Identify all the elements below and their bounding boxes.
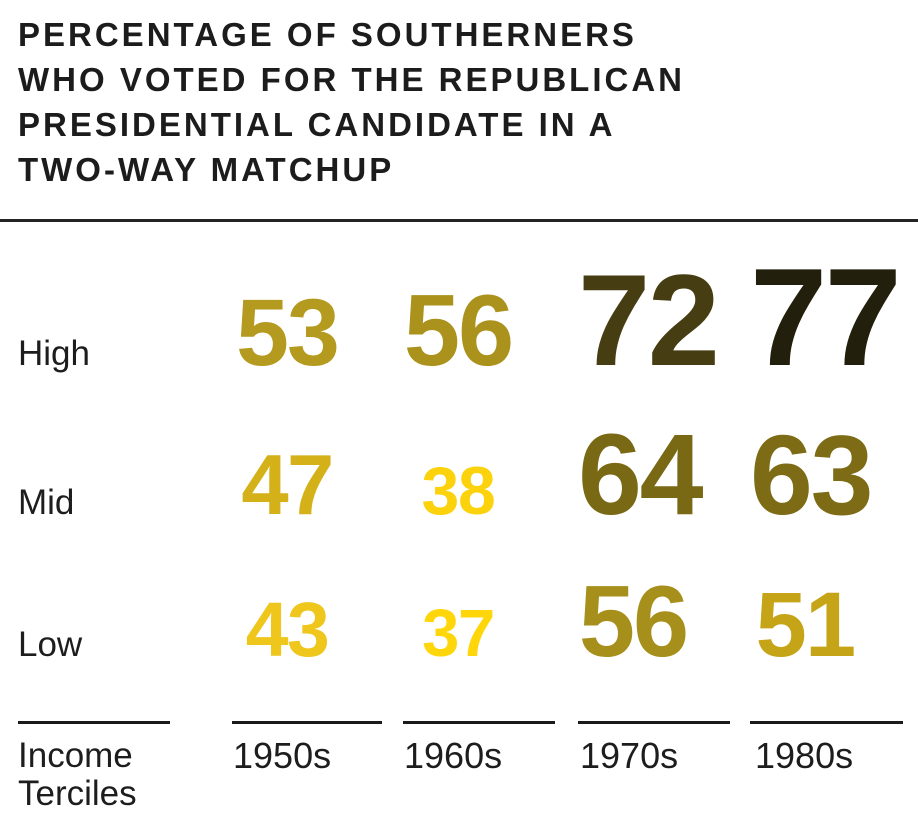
axis-label-1970s: 1970s: [580, 735, 679, 776]
tercile-row-mid: Mid 47 38 64 63: [0, 418, 918, 533]
value-cell-mid-1970s: 64: [578, 418, 750, 533]
value-number: 53: [236, 280, 340, 386]
value-number: 51: [755, 574, 856, 676]
value-cell-low-1980s: 51: [750, 579, 918, 671]
axis-label-income-terciles: Income Terciles: [18, 736, 137, 813]
value-number: 64: [578, 411, 704, 539]
value-number: 43: [245, 587, 330, 673]
tercile-row-low: Low 43 37 56 51: [0, 572, 918, 673]
axis-tick-1950s: [232, 721, 382, 724]
value-cell-mid-1980s: 63: [750, 419, 918, 532]
value-cell-mid-1950s: 47: [232, 443, 403, 528]
chart-title: PERCENTAGE OF SOUTHERNERS WHO VOTED FOR …: [18, 16, 685, 188]
value-number: 37: [422, 596, 495, 671]
value-number: 72: [578, 247, 720, 393]
tercile-row-high: High 53 56 72 77: [0, 248, 918, 387]
value-cell-low-1960s: 37: [403, 600, 578, 667]
row-label-high: High: [18, 334, 90, 373]
row-label-mid: Mid: [18, 483, 75, 522]
axis-tick-1960s: [403, 721, 555, 724]
value-number: 77: [750, 240, 902, 395]
axis-tick-income-terciles: [18, 721, 170, 724]
value-cell-low-1970s: 56: [578, 572, 750, 673]
value-number: 38: [421, 453, 496, 529]
axis-tick-1970s: [578, 721, 730, 724]
value-cell-mid-1960s: 38: [403, 457, 578, 525]
value-cell-high-1970s: 72: [578, 255, 750, 385]
value-cell-high-1980s: 77: [750, 248, 918, 387]
title-divider-rule: [0, 219, 918, 222]
value-number: 56: [578, 566, 689, 678]
axis-tick-1980s: [750, 721, 903, 724]
value-cell-high-1950s: 53: [232, 286, 403, 381]
value-cell-low-1950s: 43: [232, 592, 403, 669]
axis-label-1980s: 1980s: [755, 735, 854, 776]
value-number: 47: [241, 438, 334, 533]
value-cell-high-1960s: 56: [403, 281, 578, 382]
axis-label-1960s: 1960s: [404, 735, 503, 776]
row-label-low: Low: [18, 625, 83, 664]
value-number: 56: [403, 275, 514, 387]
value-number: 63: [750, 412, 873, 538]
axis-label-1950s: 1950s: [233, 735, 332, 776]
